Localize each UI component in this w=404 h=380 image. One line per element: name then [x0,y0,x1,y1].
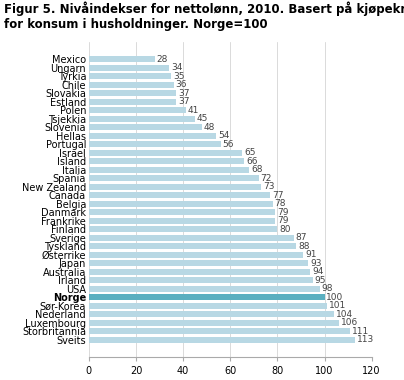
Text: 48: 48 [204,123,215,132]
Bar [89,99,176,104]
Bar [89,184,261,190]
Text: 94: 94 [312,267,324,276]
Bar [89,320,339,326]
Bar [89,226,278,232]
Bar [89,167,249,173]
Bar [89,192,270,198]
Text: 87: 87 [296,233,307,242]
Bar [89,133,216,139]
Text: 73: 73 [263,182,274,191]
Text: 65: 65 [244,148,255,157]
Bar [89,260,308,266]
Text: 37: 37 [178,97,189,106]
Text: Figur 5. Nivåindekser for nettolønn, 2010. Basert på kjøpekraftsparitet
for kons: Figur 5. Nivåindekser for nettolønn, 201… [4,2,404,32]
Text: 101: 101 [329,301,346,310]
Text: 34: 34 [171,63,182,72]
Text: 91: 91 [305,250,317,259]
Text: 79: 79 [277,208,288,217]
Bar [89,294,324,300]
Bar [89,158,244,164]
Bar [89,243,296,249]
Bar [89,218,275,224]
Text: 93: 93 [310,259,322,268]
Text: 113: 113 [357,336,375,344]
Bar [89,116,195,122]
Text: 41: 41 [187,106,199,115]
Bar [89,107,185,113]
Text: 111: 111 [352,327,370,336]
Bar [89,141,221,147]
Text: 79: 79 [277,216,288,225]
Text: 56: 56 [223,140,234,149]
Bar [89,311,334,317]
Bar [89,175,259,181]
Text: 80: 80 [279,225,291,234]
Bar [89,82,174,88]
Bar [89,235,294,241]
Bar [89,65,169,71]
Text: 45: 45 [197,114,208,123]
Text: 66: 66 [246,157,258,166]
Text: 72: 72 [261,174,272,183]
Text: 68: 68 [251,165,263,174]
Bar [89,328,350,334]
Text: 100: 100 [326,293,344,302]
Text: 36: 36 [176,80,187,89]
Bar [89,56,155,62]
Text: 98: 98 [322,284,333,293]
Text: 78: 78 [275,199,286,208]
Bar [89,286,320,292]
Bar [89,209,275,215]
Bar [89,337,355,343]
Text: 104: 104 [336,310,353,319]
Bar [89,252,303,258]
Text: 54: 54 [218,131,229,140]
Text: 35: 35 [173,72,185,81]
Bar [89,269,310,275]
Bar [89,201,273,207]
Bar [89,73,171,79]
Text: 106: 106 [341,318,358,327]
Bar [89,277,313,283]
Text: 88: 88 [298,242,309,251]
Bar [89,303,327,309]
Bar [89,90,176,96]
Text: 95: 95 [315,276,326,285]
Text: 77: 77 [272,191,284,200]
Text: 28: 28 [157,55,168,63]
Bar [89,124,202,130]
Bar [89,150,242,156]
Text: 37: 37 [178,89,189,98]
